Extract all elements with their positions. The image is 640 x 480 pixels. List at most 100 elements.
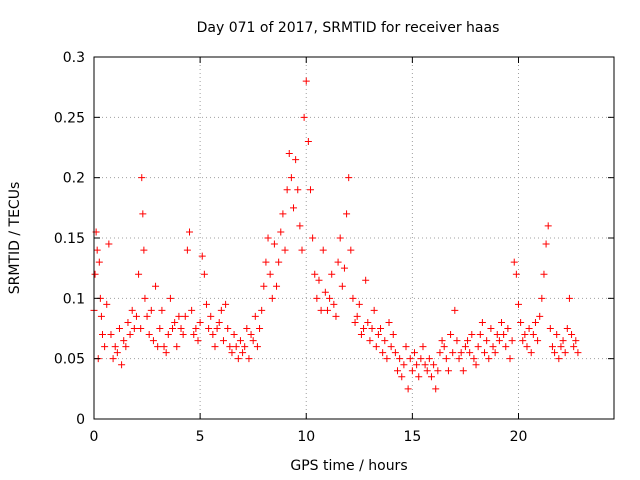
data-point <box>383 355 391 363</box>
data-point <box>555 355 563 363</box>
data-point <box>115 325 123 332</box>
data-point <box>319 246 327 254</box>
data-point <box>139 210 147 218</box>
data-point <box>270 240 278 248</box>
y-tick-label: 0 <box>76 412 85 428</box>
data-point <box>521 331 529 339</box>
data-point <box>402 343 410 351</box>
data-point <box>97 312 105 320</box>
data-point <box>107 331 115 339</box>
data-point <box>287 174 295 182</box>
data-point <box>95 258 103 266</box>
data-point <box>572 337 580 345</box>
data-point <box>321 288 329 296</box>
data-point <box>132 312 140 320</box>
data-point <box>425 355 433 363</box>
data-point <box>154 343 162 351</box>
data-point <box>417 355 425 363</box>
data-point <box>135 270 143 278</box>
data-point <box>317 306 325 314</box>
data-point <box>485 355 493 363</box>
data-point <box>464 337 472 345</box>
data-point <box>340 264 348 272</box>
data-point <box>400 361 408 369</box>
data-point <box>264 234 272 242</box>
data-point <box>343 210 351 218</box>
data-point <box>156 325 164 332</box>
data-point <box>215 318 223 326</box>
data-point <box>323 306 331 314</box>
data-point <box>372 343 380 351</box>
data-point <box>398 373 406 381</box>
data-point <box>538 294 546 302</box>
data-point <box>351 318 359 326</box>
data-point <box>126 331 134 339</box>
data-point <box>455 355 463 363</box>
x-tick-label: 15 <box>403 429 421 445</box>
data-point <box>249 337 257 345</box>
data-point <box>415 373 423 381</box>
data-point <box>281 246 289 254</box>
y-tick-label: 0.3 <box>63 50 85 66</box>
x-tick-label: 10 <box>297 429 315 445</box>
data-point <box>338 282 346 290</box>
data-point <box>357 331 365 339</box>
data-point <box>436 349 444 357</box>
data-point <box>427 373 435 381</box>
data-point <box>529 331 537 339</box>
data-point <box>557 343 565 351</box>
data-point <box>277 228 285 236</box>
y-tick-label: 0.2 <box>63 171 85 187</box>
data-point <box>336 234 344 242</box>
data-point <box>502 343 510 351</box>
data-point <box>298 246 306 254</box>
data-point <box>128 306 136 314</box>
data-point <box>166 294 174 302</box>
data-point <box>101 343 109 351</box>
data-point <box>181 312 189 320</box>
data-point <box>487 325 495 332</box>
data-point <box>512 270 520 278</box>
data-point <box>489 343 497 351</box>
data-point <box>379 349 387 357</box>
data-point <box>149 337 157 345</box>
data-point <box>470 355 478 363</box>
data-point <box>561 349 569 357</box>
y-axis-title: SRMTID / TECUs <box>7 182 23 295</box>
data-point <box>113 349 121 357</box>
data-point <box>345 174 353 182</box>
data-point <box>258 306 266 314</box>
data-point <box>438 337 446 345</box>
data-point <box>548 343 556 351</box>
data-point <box>260 282 268 290</box>
data-point <box>368 325 376 332</box>
data-point <box>275 258 283 266</box>
data-point <box>404 385 412 393</box>
data-point <box>374 331 382 339</box>
data-point <box>413 361 421 369</box>
data-point <box>192 325 200 332</box>
data-point <box>574 349 582 357</box>
data-point <box>406 355 414 363</box>
data-point <box>224 325 232 332</box>
x-tick-label: 20 <box>510 429 528 445</box>
data-point <box>394 367 402 375</box>
data-point <box>130 325 138 332</box>
y-tick-label: 0.25 <box>54 110 85 126</box>
data-point <box>230 331 238 339</box>
data-point <box>256 325 264 332</box>
data-point <box>245 355 253 363</box>
data-point <box>143 312 151 320</box>
data-point <box>519 337 527 345</box>
data-point <box>194 337 202 345</box>
data-point <box>360 325 368 332</box>
data-point <box>171 318 179 326</box>
data-point <box>234 355 242 363</box>
data-point <box>300 113 308 121</box>
data-point <box>551 349 559 357</box>
axis-ticks: 0 5 10 15 20 0 0.05 0.1 0.15 0.2 0.25 0.3 <box>54 50 614 445</box>
data-point <box>177 325 185 332</box>
grid <box>93 56 614 420</box>
data-point <box>430 361 438 369</box>
